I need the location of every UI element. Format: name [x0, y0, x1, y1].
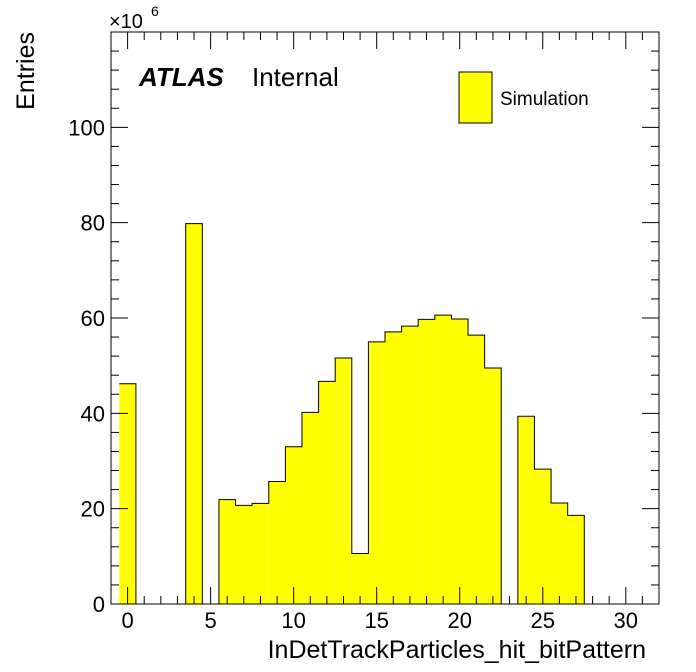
tick-labels: 0 5 10 15 20 25 30 0 20 40 60 80 100	[68, 115, 638, 633]
x-tick-label: 10	[281, 608, 305, 633]
histogram-bar	[351, 553, 369, 604]
x-tick-label: 5	[205, 608, 217, 633]
x-tick-label: 20	[447, 608, 471, 633]
histogram-bar	[185, 223, 203, 604]
histogram-bar	[368, 341, 385, 604]
x-tick-label: 30	[614, 608, 638, 633]
histogram-bar	[517, 416, 535, 604]
histogram-bar	[484, 368, 502, 604]
x-tick-label: 25	[531, 608, 555, 633]
x-tick-label: 15	[364, 608, 388, 633]
x-axis-title: InDetTrackParticles_hit_bitPattern	[268, 636, 646, 664]
histogram-bar	[385, 331, 402, 604]
x-tick-label: 0	[121, 608, 133, 633]
histogram-bar	[335, 358, 352, 604]
histogram-bar	[551, 502, 568, 604]
histogram-bar	[534, 469, 552, 604]
legend-swatch	[458, 71, 493, 124]
histogram-bar	[567, 515, 585, 604]
histogram-bar	[468, 335, 485, 604]
y-tick-label: 0	[93, 592, 105, 617]
histogram-bar	[252, 503, 269, 604]
histogram-bar	[434, 315, 452, 604]
atlas-label: ATLAS	[138, 62, 224, 92]
axis-ticks	[110, 31, 660, 605]
histogram-bar	[401, 326, 419, 604]
histogram-outline	[119, 223, 651, 605]
y-scale-factor: ×10	[109, 11, 143, 33]
histogram-bar	[301, 412, 319, 604]
atlas-internal-label: Internal	[252, 62, 339, 92]
histogram-bar	[235, 505, 253, 604]
y-tick-label: 60	[81, 306, 105, 331]
histogram-bar	[318, 381, 336, 604]
y-tick-label: 100	[68, 115, 105, 140]
histogram-bar	[268, 481, 286, 604]
legend-entry-simulation: Simulation	[500, 89, 589, 110]
histogram-bar	[451, 318, 469, 604]
y-tick-label: 40	[81, 401, 105, 426]
y-scale-exponent: 6	[151, 3, 159, 19]
y-tick-label: 80	[81, 211, 105, 236]
y-tick-label: 20	[81, 497, 105, 522]
histogram-bar	[119, 383, 136, 604]
histogram-bar	[218, 499, 236, 604]
histogram-bar	[418, 319, 435, 604]
y-axis-title: Entries	[12, 32, 40, 110]
histogram-bars	[119, 223, 651, 605]
histogram-bar	[285, 446, 302, 604]
